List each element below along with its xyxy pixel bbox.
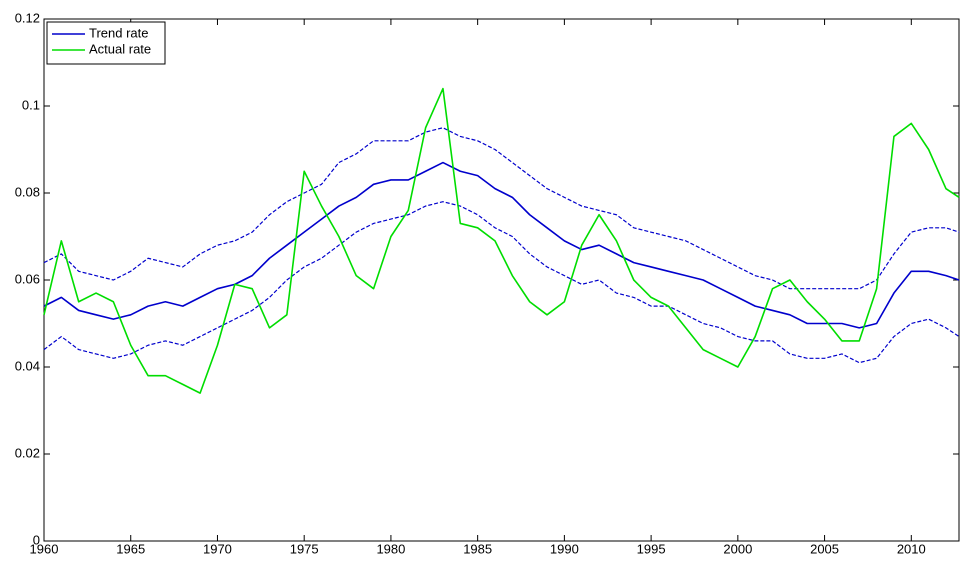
legend-box [46, 21, 166, 65]
band-line [43, 127, 960, 290]
x-tick-label: 1970 [203, 541, 232, 556]
x-tick-label: 1985 [463, 541, 492, 556]
band-line [43, 201, 960, 364]
x-tick-label: 1975 [290, 541, 319, 556]
x-tick-label: 1995 [637, 541, 666, 556]
series-line [43, 87, 960, 394]
y-tick-label: 0.04 [15, 358, 40, 373]
series-line [43, 161, 960, 329]
x-tick-label: 1965 [116, 541, 145, 556]
x-tick-label: 2000 [723, 541, 752, 556]
y-tick-label: 0.02 [15, 445, 40, 460]
x-tick-label: 1960 [30, 541, 59, 556]
x-tick-label: 1980 [376, 541, 405, 556]
y-tick-label: 0.08 [15, 184, 40, 199]
x-tick-label: 2005 [810, 541, 839, 556]
y-tick-label: 0 [33, 532, 40, 547]
x-tick-label: 2010 [897, 541, 926, 556]
y-tick-label: 0.1 [22, 97, 40, 112]
legend-label: Actual rate [89, 41, 151, 56]
y-tick-label: 0.12 [15, 10, 40, 25]
legend-label: Trend rate [89, 25, 149, 40]
y-tick-label: 0.06 [15, 271, 40, 286]
plot-frame [43, 18, 960, 542]
x-tick-label: 1990 [550, 541, 579, 556]
